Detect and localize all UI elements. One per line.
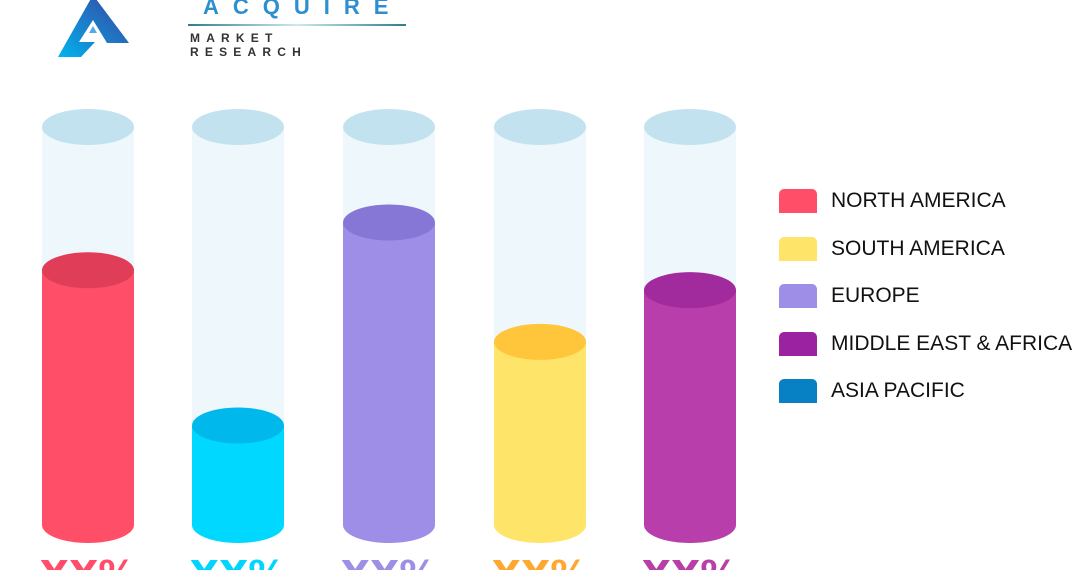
legend-label: SOUTH AMERICA [831, 236, 1005, 260]
bar-base-asia-pacific [192, 507, 284, 543]
bar-top-north-america [42, 252, 134, 289]
cylinder-cap-north-america [42, 109, 134, 145]
data-label-europe: XX% [341, 553, 438, 570]
legend-swatch [779, 331, 817, 356]
bar-south-america [494, 341, 586, 525]
cylinder-cap-asia-pacific [192, 109, 284, 145]
legend-item: MIDDLE EAST & AFRICA [779, 329, 1072, 377]
bar-top-middle-east-africa [644, 272, 736, 309]
logo-a-icon [58, 0, 129, 57]
logo: ACQUIRE MARKET RESEARCH [55, 0, 406, 60]
bar-base-europe [343, 507, 435, 543]
data-label-asia-pacific: XX% [190, 553, 287, 570]
cylinder-cap-europe [343, 109, 435, 145]
logo-subtitle: MARKET RESEARCH [190, 31, 307, 59]
cylinder-cap-middle-east-africa [644, 109, 736, 145]
data-label-middle-east-africa: XX% [642, 553, 739, 570]
cylinder-cap-south-america [494, 109, 586, 145]
data-label-south-america: XX% [492, 553, 589, 570]
bar-top-europe [343, 204, 435, 241]
legend-item: ASIA PACIFIC [779, 376, 1072, 424]
legend-label: NORTH AMERICA [831, 189, 1006, 212]
bar-north-america [42, 270, 134, 525]
legend-item: NORTH AMERICA [779, 186, 1072, 234]
bar-base-north-america [42, 507, 134, 543]
data-label-north-america: XX% [40, 553, 137, 570]
legend: NORTH AMERICA SOUTH AMERICA EUROPE MIDDLE E… [779, 186, 1072, 424]
legend-swatch [779, 379, 817, 403]
legend-swatch [779, 236, 817, 261]
bar-europe [343, 222, 435, 525]
bar-middle-east-africa [644, 290, 736, 525]
legend-swatch [779, 189, 817, 213]
legend-item: EUROPE [779, 281, 1072, 329]
bar-base-middle-east-africa [644, 507, 736, 543]
legend-label: MIDDLE EAST & AFRICA [831, 331, 1073, 355]
bar-top-south-america [494, 323, 586, 360]
cylinder-chart: XX% XX% XX% XX% XX% [40, 109, 739, 570]
bar-base-south-america [494, 507, 586, 543]
legend-label: ASIA PACIFIC [831, 379, 965, 402]
logo-divider [188, 24, 406, 26]
legend-item: SOUTH AMERICA [779, 234, 1072, 282]
bar-top-asia-pacific [192, 407, 284, 444]
logo-title: ACQUIRE [203, 0, 403, 19]
legend-label: EUROPE [831, 284, 920, 307]
legend-swatch [779, 284, 817, 308]
